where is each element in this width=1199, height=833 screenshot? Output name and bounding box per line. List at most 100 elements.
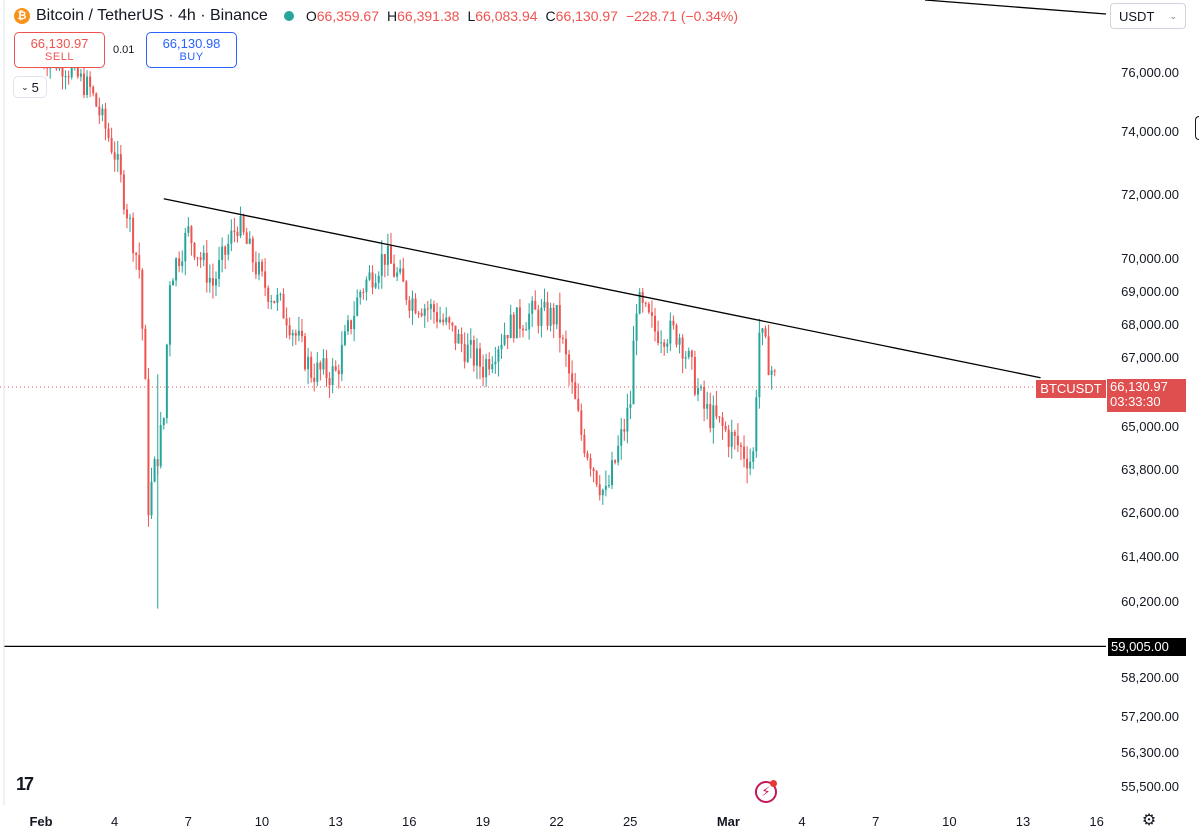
candle-body: [589, 458, 592, 469]
ohlc-close: 66,130.97: [555, 8, 618, 24]
lightning-icon[interactable]: ⚡: [755, 781, 777, 803]
candle-body: [368, 272, 371, 280]
candle-body: [147, 379, 150, 516]
buy-price: 66,130.98: [162, 36, 221, 51]
candle-body: [592, 468, 595, 472]
symbol-title[interactable]: Bitcoin / TetherUS · 4h · Binance: [36, 7, 268, 24]
candle-body: [537, 309, 540, 326]
candle-body: [638, 292, 641, 314]
candle-body: [377, 275, 380, 283]
candle-body: [583, 434, 586, 454]
candle-body: [153, 459, 156, 482]
candle-body: [654, 315, 656, 332]
indicators-collapse-button[interactable]: ⌄ 5: [14, 77, 46, 97]
buy-button[interactable]: 66,130.98 BUY: [146, 32, 237, 68]
y-axis-tick-label: 67,000.00: [1121, 350, 1179, 365]
candle-body: [267, 287, 270, 302]
candle-body: [129, 217, 132, 219]
candle-body: [614, 460, 617, 463]
candle-body: [712, 405, 715, 429]
trendline[interactable]: [163, 198, 1041, 379]
ohlc-values: O66,359.67 H66,391.38 L66,083.94 C66,130…: [306, 8, 738, 24]
candle-body: [500, 344, 503, 350]
candle-body: [325, 358, 328, 379]
x-axis-tick-label: 16: [1089, 814, 1103, 829]
y-axis-tick-label: 69,000.00: [1121, 284, 1179, 299]
ohlc-high: 66,391.38: [397, 8, 460, 24]
candle-body: [469, 340, 472, 345]
candle-body: [285, 318, 288, 326]
candle-body: [64, 76, 67, 78]
candle-body: [239, 216, 242, 236]
candle-body: [580, 410, 583, 435]
candle-body: [322, 358, 325, 370]
spread-value: 0.01: [113, 44, 135, 56]
last-price-value: 66,130.97: [1110, 379, 1168, 394]
x-axis-tick-label: Feb: [29, 814, 52, 829]
candle-body: [113, 152, 116, 160]
candle-body: [187, 226, 190, 233]
currency-select[interactable]: USDT ⌄: [1110, 3, 1186, 29]
candle-body: [423, 308, 426, 316]
candle-body: [193, 242, 196, 258]
tradingview-logo-icon[interactable]: 17: [16, 774, 34, 794]
gear-icon[interactable]: ⚙: [1141, 812, 1157, 829]
candle-body: [531, 300, 534, 314]
candle-body: [503, 335, 506, 345]
candle-body: [141, 269, 144, 329]
candle-body: [436, 312, 439, 322]
candle-body: [386, 245, 389, 265]
candle-body: [445, 317, 448, 323]
candle-body: [626, 407, 629, 432]
candle-body: [749, 461, 752, 469]
candle-body: [475, 348, 478, 366]
candle-body: [432, 304, 435, 313]
side-panel-handle[interactable]: [1195, 116, 1199, 140]
candle-body: [666, 343, 669, 347]
candle-body: [245, 232, 248, 244]
candle-body: [641, 292, 644, 303]
horizontal-line-label: 59,005.00: [1108, 638, 1186, 656]
indicator-count: 5: [31, 79, 39, 95]
x-axis-tick-label: 4: [111, 814, 118, 829]
candle-body: [95, 93, 98, 107]
candle-body: [70, 67, 73, 78]
candle-body: [420, 313, 423, 316]
top-right-trendline[interactable]: [924, 0, 1107, 15]
candle-body: [534, 300, 537, 310]
candle-body: [340, 344, 343, 375]
y-axis-tick-label: 63,800.00: [1121, 462, 1179, 477]
candle-body: [172, 280, 175, 286]
y-axis-tick-label: 62,600.00: [1121, 505, 1179, 520]
candle-body: [623, 429, 626, 432]
candle-body: [479, 348, 482, 367]
candle-body: [555, 304, 558, 325]
candle-body: [485, 359, 488, 378]
candle-body: [76, 62, 79, 77]
candle-body: [491, 364, 494, 370]
candle-body: [439, 319, 442, 322]
candle-body: [620, 429, 623, 446]
candle-body: [730, 431, 733, 447]
candle-body: [334, 366, 337, 371]
candle-body: [497, 349, 500, 362]
candle-body: [236, 231, 239, 236]
sell-button[interactable]: 66,130.97 SELL: [14, 32, 105, 68]
candle-body: [300, 330, 303, 337]
candle-body: [515, 307, 518, 339]
candle-body: [233, 230, 236, 232]
candle-body: [393, 263, 396, 277]
candle-body: [595, 471, 598, 485]
chevron-down-icon: ⌄: [1169, 10, 1177, 21]
candle-body: [408, 300, 411, 311]
candle-body: [411, 298, 414, 311]
candle-body: [202, 252, 205, 260]
x-axis-tick-label: 7: [872, 814, 879, 829]
candle-body: [251, 238, 254, 263]
candle-body: [761, 328, 764, 333]
candle-body: [374, 282, 377, 288]
candle-body: [190, 226, 193, 243]
currency-value: USDT: [1119, 8, 1155, 24]
